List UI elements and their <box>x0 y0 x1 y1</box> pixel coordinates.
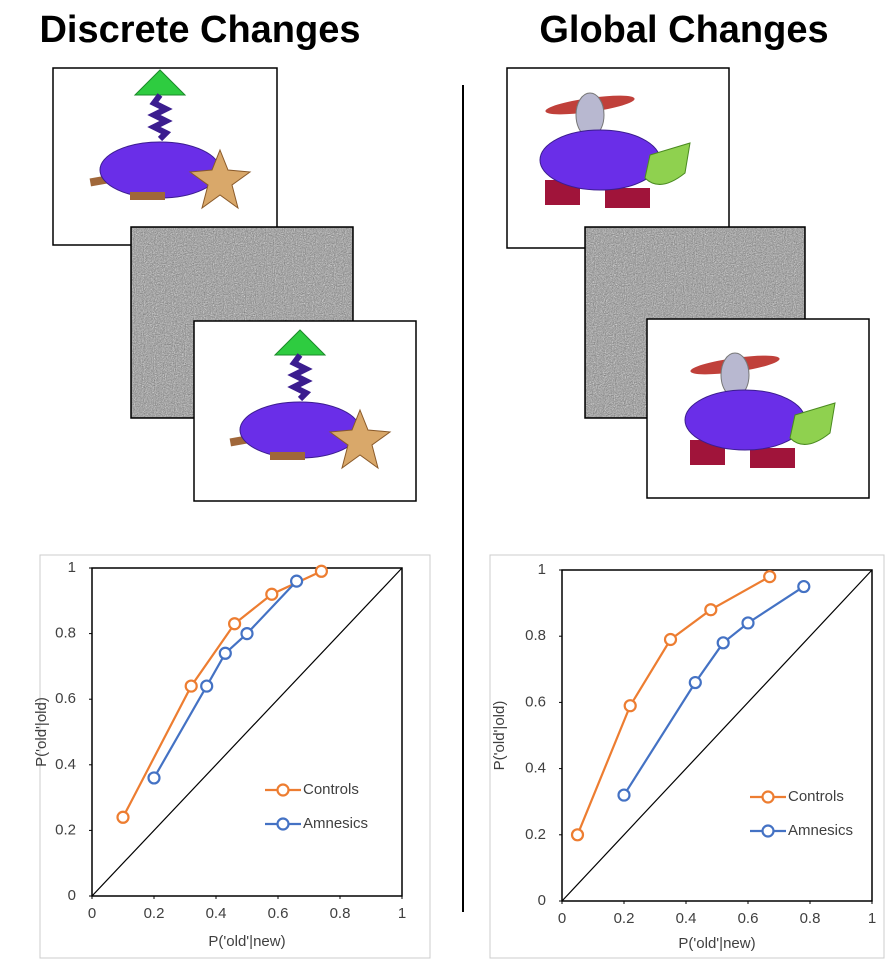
data-point <box>229 618 240 629</box>
figure: Discrete Changes Global Changes 0 0.2 0.4 0… <box>0 0 888 961</box>
y-tick-label: 0.4 <box>525 760 546 777</box>
y-tick-label: 0 <box>68 887 76 904</box>
y-tick-label: 0 <box>538 892 546 909</box>
x-tick-label: 1 <box>868 910 876 927</box>
data-point <box>705 604 716 615</box>
panel-title: Global Changes <box>539 9 828 51</box>
series-line <box>578 577 770 835</box>
legend-label: Amnesics <box>303 815 368 832</box>
data-point <box>291 576 302 587</box>
legend-label: Controls <box>303 781 359 798</box>
y-tick-label: 0.8 <box>525 627 546 644</box>
data-point <box>242 628 253 639</box>
x-tick-label: 0.4 <box>676 910 697 927</box>
data-point <box>743 617 754 628</box>
y-tick-label: 1 <box>538 561 546 578</box>
x-tick-label: 0 <box>88 905 96 922</box>
data-point <box>186 681 197 692</box>
y-tick-label: 1 <box>68 559 76 576</box>
x-tick-label: 0.2 <box>144 905 165 922</box>
data-point <box>718 637 729 648</box>
data-point <box>201 681 212 692</box>
chart-panel <box>40 555 430 958</box>
x-axis-label: P('old'|new) <box>208 933 285 950</box>
data-point <box>118 812 129 823</box>
data-point <box>690 677 701 688</box>
y-tick-label: 0.6 <box>525 693 546 710</box>
series-line <box>154 581 297 778</box>
data-point <box>316 566 327 577</box>
legend-marker <box>763 792 774 803</box>
data-point <box>665 634 676 645</box>
x-tick-label: 0.2 <box>614 910 635 927</box>
y-axis-label: P('old'|old) <box>491 701 508 771</box>
y-tick-label: 0.4 <box>55 756 76 773</box>
chance-line <box>92 568 402 896</box>
stimulus-illustration <box>507 68 869 498</box>
x-tick-label: 0.4 <box>206 905 227 922</box>
y-tick-label: 0.8 <box>55 625 76 642</box>
x-tick-label: 0.6 <box>268 905 289 922</box>
x-tick-label: 0.6 <box>738 910 759 927</box>
data-point <box>266 589 277 600</box>
y-tick-label: 0.2 <box>525 826 546 843</box>
y-tick-label: 0.2 <box>55 821 76 838</box>
legend-label: Amnesics <box>788 822 853 839</box>
x-tick-label: 0.8 <box>800 910 821 927</box>
x-tick-label: 1 <box>398 905 406 922</box>
chance-line <box>562 570 872 901</box>
data-point <box>220 648 231 659</box>
chart-panel <box>490 555 884 958</box>
legend-label: Controls <box>788 788 844 805</box>
y-tick-label: 0.6 <box>55 690 76 707</box>
data-point <box>619 790 630 801</box>
data-point <box>572 829 583 840</box>
legend-marker <box>763 826 774 837</box>
x-axis-label: P('old'|new) <box>678 935 755 952</box>
data-point <box>149 772 160 783</box>
legend-marker <box>278 819 289 830</box>
stimulus-illustration <box>53 68 416 501</box>
x-tick-label: 0 <box>558 910 566 927</box>
data-point <box>625 700 636 711</box>
legend-marker <box>278 785 289 796</box>
series-line <box>624 587 804 796</box>
data-point <box>764 571 775 582</box>
y-axis-label: P('old'|old) <box>33 697 50 767</box>
panel-title: Discrete Changes <box>39 9 360 51</box>
data-point <box>798 581 809 592</box>
x-tick-label: 0.8 <box>330 905 351 922</box>
